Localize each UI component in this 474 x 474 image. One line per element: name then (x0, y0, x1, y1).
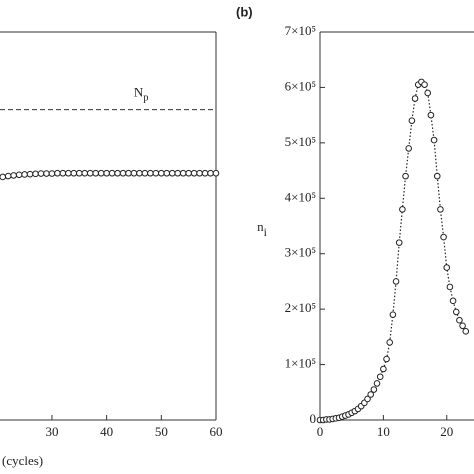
data-point (185, 169, 192, 177)
data-point (427, 111, 435, 119)
data-point (97, 169, 105, 177)
data-point (370, 386, 378, 393)
data-point (168, 169, 176, 177)
data-point (421, 81, 428, 88)
data-line (320, 81, 467, 421)
data-point (405, 145, 413, 152)
data-point (437, 206, 444, 213)
y-tick-label: 0 (310, 411, 317, 426)
data-point (424, 89, 432, 97)
data-point (395, 239, 403, 246)
y-tick-label: 6×10⁵ (285, 78, 316, 93)
x-tick-label: 60 (210, 424, 223, 439)
data-point (86, 169, 94, 177)
data-point (70, 169, 78, 177)
data-point (174, 169, 182, 177)
data-point (402, 172, 409, 180)
data-point (376, 373, 384, 381)
data-point (158, 169, 165, 177)
x-tick-label: 0 (317, 424, 324, 439)
data-point (92, 169, 99, 177)
data-point (196, 169, 203, 177)
data-point (443, 264, 451, 271)
data-point (147, 169, 154, 177)
data-point (440, 233, 447, 241)
label-sub: i (264, 225, 268, 239)
data-point (430, 136, 438, 144)
data-point (10, 172, 17, 179)
data-point (212, 169, 220, 177)
data-point (152, 169, 160, 177)
data-point (392, 278, 400, 285)
data-point (367, 391, 374, 398)
data-point (125, 169, 132, 177)
data-point (408, 117, 416, 124)
data-point (179, 169, 187, 177)
x-axis-label: (cycles) (2, 453, 43, 468)
label-base: n (257, 219, 264, 234)
data-point (32, 170, 39, 178)
data-point (0, 173, 7, 181)
label: Np (134, 85, 149, 104)
data-point (59, 169, 67, 177)
data-point (446, 283, 454, 291)
data-point (449, 297, 457, 305)
data-point (48, 170, 56, 177)
data-point (399, 206, 406, 213)
data-point (383, 355, 390, 363)
data-point (459, 322, 466, 330)
data-point (130, 169, 138, 177)
data-point (75, 169, 83, 177)
data-point (433, 172, 441, 180)
y-tick-label: 2×10⁵ (285, 300, 316, 315)
data-point (373, 380, 381, 387)
x-tick-label: 50 (155, 424, 168, 439)
data-point (4, 172, 12, 180)
data-point (456, 316, 463, 324)
data-point (190, 169, 198, 177)
data-point (108, 169, 116, 177)
data-point (81, 169, 89, 177)
data-point (207, 169, 214, 177)
data-point (201, 169, 209, 177)
data-point (26, 170, 34, 178)
data-point (389, 311, 397, 318)
data-point (386, 339, 394, 346)
label-sub: p (143, 93, 148, 104)
y-tick-label: 5×10⁵ (285, 134, 316, 149)
y-tick-label: 3×10⁵ (285, 245, 316, 260)
data-point (37, 170, 45, 177)
y-tick-label: 1×10⁵ (285, 356, 316, 371)
data-point (21, 171, 28, 178)
label: ni (257, 219, 268, 239)
data-point (380, 365, 387, 373)
data-point (452, 308, 460, 316)
y-tick-label: 7×10⁵ (285, 23, 316, 38)
data-point (65, 169, 72, 177)
data-point (15, 171, 23, 179)
data-point (103, 169, 110, 177)
data-point (462, 328, 470, 335)
label-base: N (134, 85, 144, 100)
x-tick-label: 40 (100, 424, 113, 439)
data-point (141, 169, 149, 177)
x-tick-label: 10 (377, 424, 390, 439)
data-point (114, 169, 121, 177)
data-point (119, 169, 127, 177)
data-point (163, 169, 171, 177)
x-tick-label: 30 (45, 424, 58, 439)
data-point (54, 169, 61, 177)
y-tick-label: 4×10⁵ (285, 189, 316, 204)
x-tick-label: 20 (440, 424, 453, 439)
data-point (43, 170, 50, 177)
data-point (411, 95, 419, 102)
panel-label: (b) (236, 4, 253, 19)
data-point (136, 169, 143, 177)
data-point (364, 395, 371, 403)
